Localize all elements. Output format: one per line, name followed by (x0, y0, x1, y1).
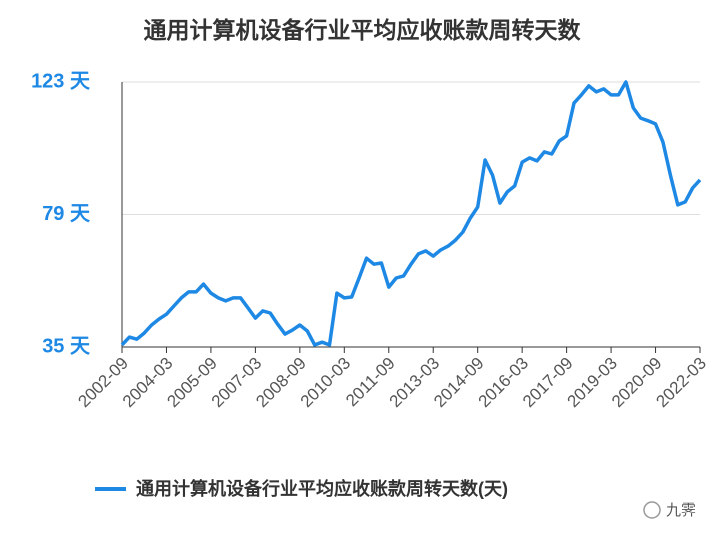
x-tick-label: 2010-03 (297, 354, 355, 412)
watermark: 九霁 (666, 502, 696, 519)
y-tick-label: 79 天 (42, 203, 91, 225)
y-tick-label: 123 天 (31, 70, 91, 92)
chart-title: 通用计算机设备行业平均应收账款周转天数 (144, 17, 582, 43)
x-tick-label: 2022-03 (652, 354, 710, 412)
legend-label: 通用计算机设备行业平均应收账款周转天数(天) (136, 478, 508, 499)
data-line (120, 80, 702, 347)
watermark-icon (643, 501, 661, 519)
y-tick-label: 35 天 (42, 335, 91, 357)
